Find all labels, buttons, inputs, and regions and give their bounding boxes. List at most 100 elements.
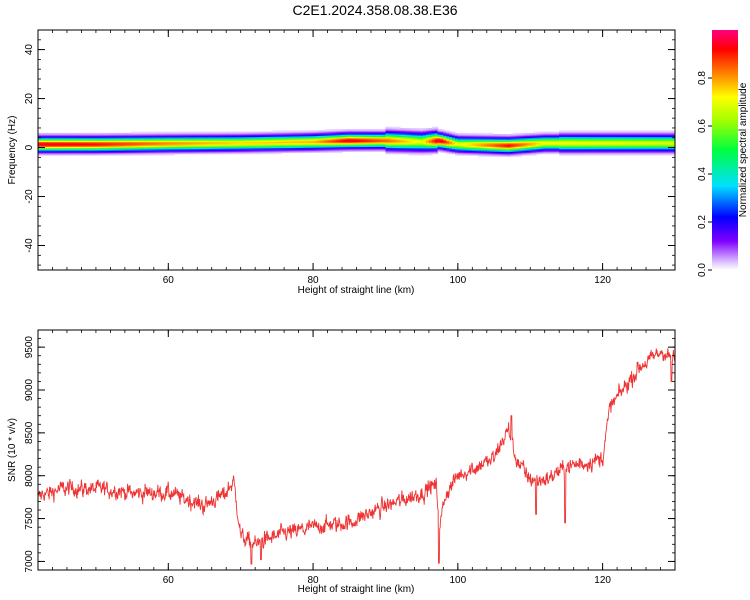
heatmap-cell bbox=[437, 142, 442, 145]
heatmap-cell bbox=[127, 143, 132, 146]
heatmap-cell bbox=[339, 143, 343, 146]
heatmap-cell bbox=[434, 130, 439, 133]
heatmap-cell bbox=[55, 140, 59, 143]
heatmap-cell bbox=[460, 141, 465, 144]
heatmap-cell bbox=[570, 136, 575, 139]
heatmap-cell bbox=[208, 151, 213, 154]
heatmap-cell bbox=[579, 151, 583, 154]
heatmap-cell bbox=[643, 140, 647, 143]
heatmap-cell bbox=[197, 143, 201, 146]
heatmap-cell bbox=[619, 152, 624, 155]
heatmap-cell bbox=[324, 131, 329, 134]
heatmap-cell bbox=[553, 152, 557, 155]
heatmap-cell bbox=[266, 137, 271, 140]
heatmap-cell bbox=[153, 135, 158, 138]
heatmap-cell bbox=[182, 138, 187, 141]
heatmap-cell bbox=[249, 141, 253, 144]
heatmap-cell bbox=[130, 143, 135, 146]
heatmap-cell bbox=[530, 143, 534, 146]
heatmap-cell bbox=[324, 130, 329, 133]
heatmap-cell bbox=[237, 145, 242, 147]
heatmap-cell bbox=[524, 148, 528, 151]
heatmap-cell bbox=[481, 146, 485, 149]
heatmap-cell bbox=[596, 151, 601, 154]
heatmap-cell bbox=[394, 152, 398, 155]
heatmap-cell bbox=[110, 141, 114, 144]
heatmap-cell bbox=[368, 129, 372, 131]
heatmap-cell bbox=[544, 152, 549, 155]
heatmap-cell bbox=[130, 147, 135, 150]
heatmap-cell bbox=[153, 138, 158, 141]
heatmap-cell bbox=[634, 153, 638, 156]
heatmap-cell bbox=[425, 143, 430, 146]
heatmap-cell bbox=[321, 134, 326, 136]
heatmap-cell bbox=[246, 138, 250, 141]
heatmap-cell bbox=[478, 143, 482, 146]
heatmap-cell bbox=[110, 146, 114, 149]
heatmap-cell bbox=[501, 147, 505, 150]
heatmap-cell bbox=[628, 145, 633, 147]
heatmap-cell bbox=[379, 137, 384, 140]
heatmap-cell bbox=[582, 147, 586, 150]
heatmap-cell bbox=[567, 131, 572, 134]
heatmap-cell bbox=[278, 138, 282, 141]
heatmap-cell bbox=[171, 134, 175, 136]
heatmap-cell bbox=[153, 141, 158, 144]
heatmap-cell bbox=[501, 134, 505, 136]
heatmap-cell bbox=[619, 146, 624, 149]
heatmap-cell bbox=[330, 150, 334, 152]
heatmap-cell bbox=[538, 145, 543, 147]
heatmap-cell bbox=[504, 137, 508, 140]
heatmap-cell bbox=[307, 132, 311, 135]
heatmap-cell bbox=[579, 153, 583, 156]
heatmap-cell bbox=[617, 135, 621, 138]
heatmap-cell bbox=[541, 135, 546, 138]
heatmap-cell bbox=[269, 148, 274, 151]
heatmap-cell bbox=[284, 143, 288, 146]
heatmap-cell bbox=[564, 130, 569, 133]
heatmap-cell bbox=[666, 136, 670, 139]
heatmap-cell bbox=[185, 152, 190, 155]
heatmap-cell bbox=[646, 140, 650, 143]
heatmap-cell bbox=[466, 136, 471, 139]
heatmap-cell bbox=[512, 136, 517, 139]
heatmap-cell bbox=[399, 143, 404, 146]
heatmap-cell bbox=[292, 135, 297, 138]
heatmap-cell bbox=[263, 146, 268, 149]
heatmap-cell bbox=[614, 148, 618, 151]
heatmap-cell bbox=[156, 140, 161, 143]
heatmap-cell bbox=[330, 130, 334, 133]
heatmap-cell bbox=[174, 147, 178, 150]
heatmap-cell bbox=[397, 131, 401, 134]
heatmap-cell bbox=[98, 146, 103, 149]
heatmap-cell bbox=[260, 138, 265, 141]
heatmap-cell bbox=[353, 140, 358, 143]
heatmap-cell bbox=[136, 142, 140, 145]
heatmap-cell bbox=[402, 136, 407, 139]
heatmap-cell bbox=[654, 148, 659, 151]
heatmap-cell bbox=[252, 147, 256, 150]
heatmap-cell bbox=[324, 145, 329, 147]
heatmap-cell bbox=[214, 136, 219, 139]
heatmap-cell bbox=[449, 135, 453, 138]
heatmap-cell bbox=[431, 135, 436, 138]
heatmap-cell bbox=[460, 140, 465, 143]
heatmap-cell bbox=[344, 145, 349, 147]
heatmap-cell bbox=[585, 142, 589, 145]
heatmap-cell bbox=[101, 134, 106, 136]
heatmap-cell bbox=[220, 137, 224, 140]
heatmap-cell bbox=[318, 136, 323, 139]
heatmap-cell bbox=[124, 143, 129, 146]
heatmap-cell bbox=[411, 129, 416, 131]
heatmap-cell bbox=[596, 137, 601, 140]
heatmap-cell bbox=[327, 140, 332, 143]
heatmap-cell bbox=[434, 135, 439, 138]
heatmap-cell bbox=[304, 132, 308, 135]
heatmap-cell bbox=[399, 135, 404, 138]
heatmap-cell bbox=[174, 151, 178, 154]
heatmap-cell bbox=[440, 137, 444, 140]
heatmap-cell bbox=[214, 138, 219, 141]
heatmap-cell bbox=[252, 132, 256, 135]
heatmap-cell bbox=[171, 132, 175, 135]
heatmap-cell bbox=[562, 148, 566, 151]
